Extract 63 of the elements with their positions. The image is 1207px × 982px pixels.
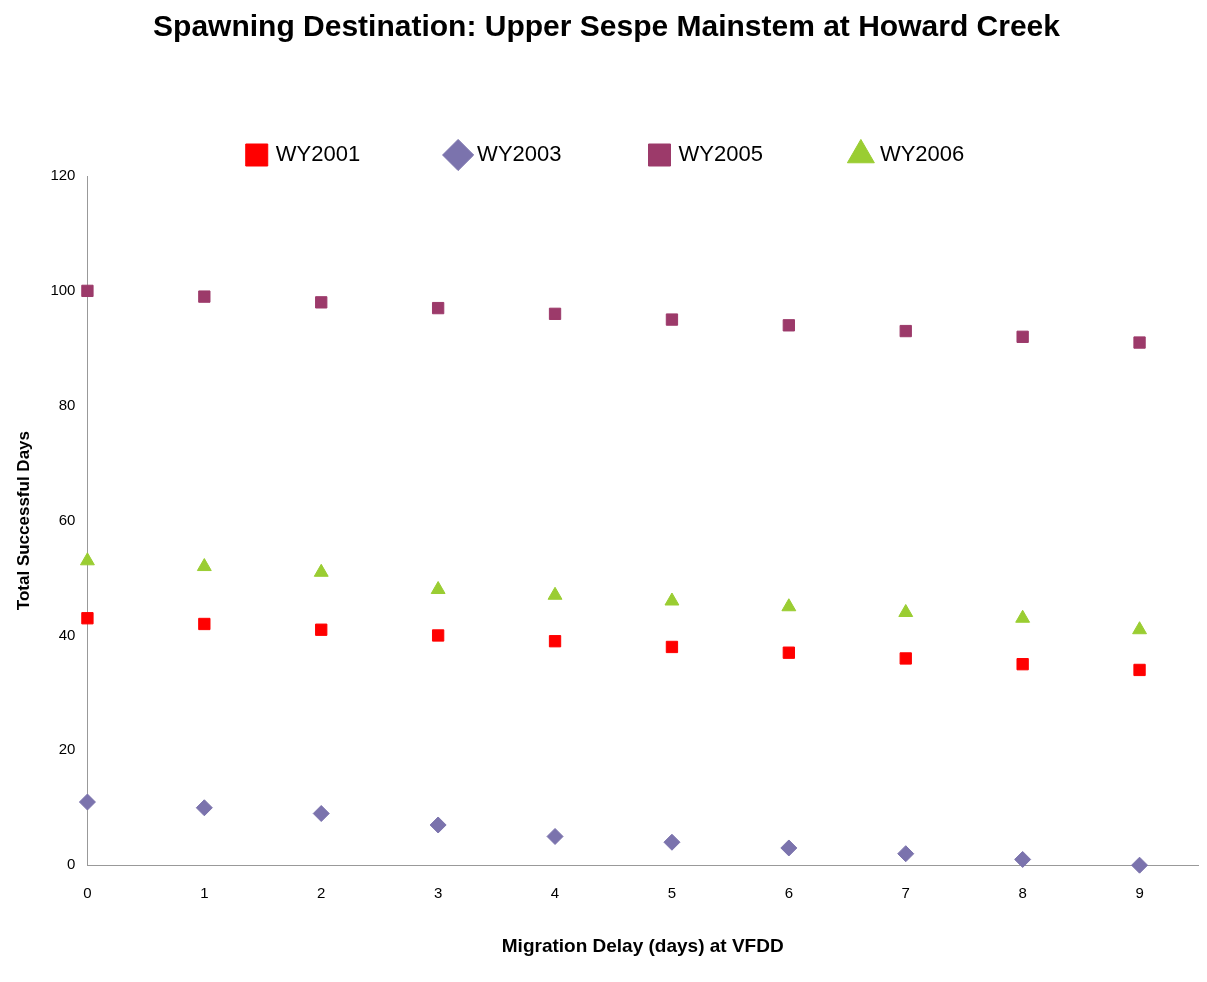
y-tick-label: 60 [58,510,76,528]
point [899,324,912,338]
legend-label: WY2001 [275,141,361,167]
x-tick-label: 6 [784,884,794,902]
point [1016,658,1029,671]
point [548,635,562,648]
point [198,290,211,303]
x-tick-label: 8 [1018,884,1027,902]
point [1015,609,1031,623]
point [1133,336,1146,349]
point [780,839,798,857]
point [665,313,679,326]
x-tick-label: 0 [83,884,92,902]
point [195,799,213,817]
point [1016,330,1029,343]
point [1131,856,1149,874]
point [315,296,328,309]
point [665,640,679,654]
y-tick-label: 20 [58,740,76,758]
point [80,552,95,566]
point [312,805,330,823]
point [548,307,562,320]
point [430,581,446,595]
point [78,793,96,811]
x-axis-title: Migration Delay (days) at VFDD [501,934,784,956]
point [546,827,564,845]
point [81,284,94,298]
y-tick-label: 100 [50,281,76,299]
x-tick-label: 7 [901,884,910,902]
point [81,612,94,625]
legend-label: WY2006 [879,141,965,167]
point [663,833,681,851]
point [547,586,563,600]
legend-label: WY2003 [477,141,562,167]
legend-label: WY2005 [678,141,763,167]
y-tick-label: 40 [58,625,76,643]
point [782,646,795,659]
point [431,629,445,642]
x-tick-label: 1 [200,884,209,902]
x-tick-label: 4 [550,884,560,902]
point [1132,621,1147,635]
point [315,623,328,636]
point [196,558,212,572]
chart-title: Spawning Destination: Upper Sespe Mainstem at Howard Creek [153,9,1061,43]
x-tick-label: 2 [317,884,326,902]
point [897,845,915,863]
x-tick-label: 3 [433,884,443,902]
point [781,598,797,612]
y-tick-label: 0 [67,855,76,873]
point [1014,850,1032,868]
point [899,652,912,665]
y-tick-label: 120 [50,166,76,184]
point [198,617,211,631]
y-tick-label: 80 [58,395,76,413]
point [1133,663,1146,677]
point [431,301,445,315]
x-tick-label: 9 [1135,884,1144,902]
point [664,592,680,606]
y-axis-title: Total Successful Days [13,431,33,611]
x-tick-label: 5 [667,884,677,902]
point [313,563,329,577]
point [429,816,447,834]
point [782,319,795,332]
